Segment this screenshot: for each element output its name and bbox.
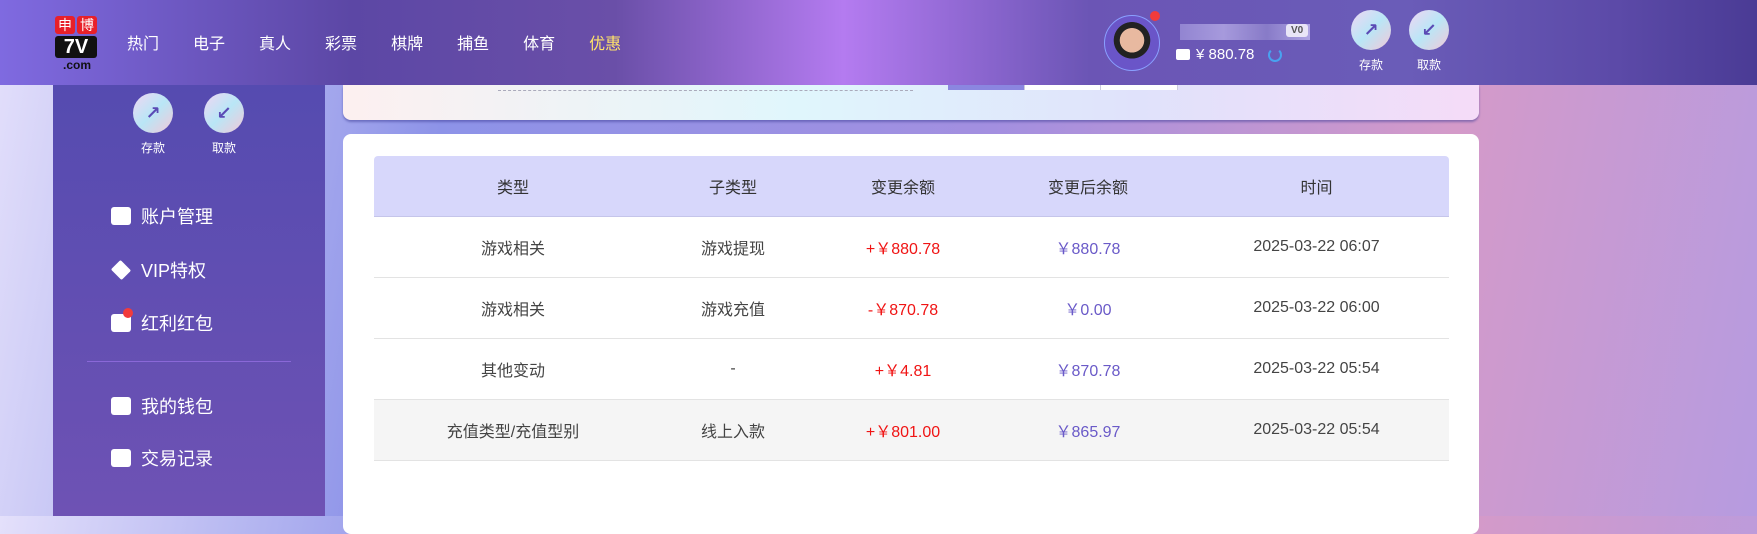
table-header: 类型 子类型 变更余额 变更后余额 时间 <box>374 156 1449 217</box>
sidebar-item-transactions[interactable]: 交易记录 <box>111 445 213 471</box>
cell-time: 2025-03-22 06:07 <box>1184 216 1449 278</box>
sidebar-deposit-button[interactable]: ↗ 存款 <box>128 93 178 156</box>
col-type: 类型 <box>374 156 652 217</box>
nav-live[interactable]: 真人 <box>259 36 292 53</box>
sidebar-item-label: 红利红包 <box>141 314 213 334</box>
table-row: 其他变动 - +￥4.81 ￥870.78 2025-03-22 05:54 <box>374 338 1449 400</box>
deposit-icon: ↗ <box>1351 10 1391 50</box>
username-blurred <box>1180 24 1310 40</box>
cell-balance: ￥870.78 <box>992 338 1184 400</box>
table-row: 游戏相关 游戏充值 -￥870.78 ￥0.00 2025-03-22 06:00 <box>374 277 1449 339</box>
logo-char: 申 <box>55 16 75 34</box>
vip-badge: V0 <box>1286 24 1309 37</box>
cell-change: +￥4.81 <box>814 338 992 400</box>
nav-lottery[interactable]: 彩票 <box>325 36 358 53</box>
logo-com: .com <box>62 58 91 72</box>
cell-subtype: 线上入款 <box>652 399 814 461</box>
cell-type: 充值类型/充值型别 <box>374 399 652 461</box>
filter-tab[interactable] <box>948 85 1025 90</box>
balance: ¥ 880.78 <box>1176 46 1283 63</box>
filter-tab[interactable] <box>1101 85 1179 90</box>
cell-balance: ￥0.00 <box>992 277 1184 339</box>
cell-time: 2025-03-22 05:54 <box>1184 338 1449 400</box>
sidebar-item-label: VIP特权 <box>141 261 207 281</box>
wallet-icon <box>1176 49 1190 60</box>
cell-change: -￥870.78 <box>814 277 992 339</box>
sidebar: ↗ 存款 ↙ 取款 账户管理 VIP特权 红利红包 我的钱包 交易记录 <box>53 85 325 516</box>
sidebar-withdraw-button[interactable]: ↙ 取款 <box>199 93 249 156</box>
deposit-label: 存款 <box>140 141 165 155</box>
cell-subtype: 游戏提现 <box>652 216 814 278</box>
sidebar-item-label: 交易记录 <box>141 449 213 469</box>
col-change: 变更余额 <box>814 156 992 217</box>
sidebar-item-label: 我的钱包 <box>141 397 213 417</box>
dashed-divider <box>498 90 913 91</box>
cell-time: 2025-03-22 06:00 <box>1184 277 1449 339</box>
withdraw-label: 取款 <box>211 141 236 155</box>
notification-dot <box>123 308 133 318</box>
sidebar-item-account[interactable]: 账户管理 <box>111 203 213 229</box>
main-nav: 热门 电子 真人 彩票 棋牌 捕鱼 体育 优惠 <box>110 30 638 54</box>
withdraw-button[interactable]: ↙ 取款 <box>1404 10 1454 73</box>
diamond-icon <box>110 259 132 281</box>
refresh-icon[interactable] <box>1268 47 1283 62</box>
logo-7v: 7V <box>55 36 97 58</box>
balance-amount: ¥ 880.78 <box>1196 46 1255 63</box>
sidebar-item-vip[interactable]: VIP特权 <box>110 257 207 283</box>
col-balance: 变更后余额 <box>992 156 1184 217</box>
transactions-card: 类型 子类型 变更余额 变更后余额 时间 游戏相关 游戏提现 +￥880.78 ￥88… <box>343 134 1479 534</box>
cell-type: 游戏相关 <box>374 216 652 278</box>
nav-fishing[interactable]: 捕鱼 <box>457 36 490 53</box>
nav-hot[interactable]: 热门 <box>127 36 160 53</box>
envelope-icon <box>111 308 133 332</box>
nav-slots[interactable]: 电子 <box>193 36 226 53</box>
col-time: 时间 <box>1184 156 1449 217</box>
cell-type: 游戏相关 <box>374 277 652 339</box>
transactions-table: 类型 子类型 变更余额 变更后余额 时间 游戏相关 游戏提现 +￥880.78 ￥88… <box>374 156 1449 461</box>
avatar[interactable] <box>1104 15 1160 71</box>
table-row: 充值类型/充值型别 线上入款 +￥801.00 ￥865.97 2025-03-22 0… <box>374 399 1449 461</box>
cell-subtype: 游戏充值 <box>652 277 814 339</box>
table-row: 游戏相关 游戏提现 +￥880.78 ￥880.78 2025-03-22 06:07 <box>374 216 1449 278</box>
col-subtype: 子类型 <box>652 156 814 217</box>
deposit-icon: ↗ <box>133 93 173 133</box>
top-bar: 申 博 7V .com 热门 电子 真人 彩票 棋牌 捕鱼 体育 优惠 V0 ¥… <box>0 0 1757 85</box>
withdraw-label: 取款 <box>1416 58 1441 72</box>
nav-promotions[interactable]: 优惠 <box>589 36 622 53</box>
document-icon <box>111 449 131 467</box>
wallet-icon <box>111 397 131 415</box>
cell-balance: ￥865.97 <box>992 399 1184 461</box>
card-icon <box>111 207 131 225</box>
withdraw-icon: ↙ <box>1409 10 1449 50</box>
cell-time: 2025-03-22 05:54 <box>1184 399 1449 461</box>
sidebar-item-wallet[interactable]: 我的钱包 <box>111 393 213 419</box>
cell-change: +￥801.00 <box>814 399 992 461</box>
sidebar-divider <box>87 361 291 362</box>
nav-chess[interactable]: 棋牌 <box>391 36 424 53</box>
deposit-label: 存款 <box>1358 58 1383 72</box>
cell-subtype: - <box>652 338 814 400</box>
filter-tabs <box>948 85 1179 90</box>
logo-char: 博 <box>77 16 97 34</box>
deposit-button[interactable]: ↗ 存款 <box>1346 10 1396 73</box>
sidebar-item-bonus[interactable]: 红利红包 <box>111 308 213 336</box>
filter-tab[interactable] <box>1024 85 1102 90</box>
cell-change: +￥880.78 <box>814 216 992 278</box>
cell-balance: ￥880.78 <box>992 216 1184 278</box>
sidebar-item-label: 账户管理 <box>141 207 213 227</box>
notification-dot <box>1150 11 1160 21</box>
filter-card <box>343 85 1479 120</box>
cell-type: 其他变动 <box>374 338 652 400</box>
nav-sports[interactable]: 体育 <box>523 36 556 53</box>
logo[interactable]: 申 博 7V .com <box>55 16 99 72</box>
withdraw-icon: ↙ <box>204 93 244 133</box>
